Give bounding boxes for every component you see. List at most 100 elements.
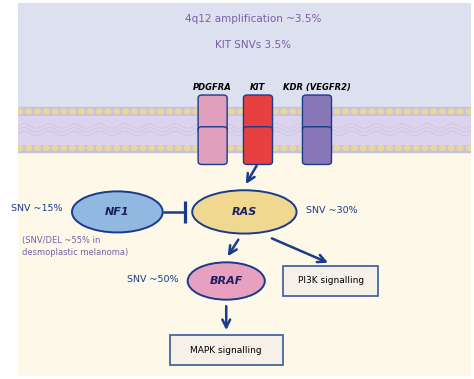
Text: KDR (VEGFR2): KDR (VEGFR2) [283,83,351,92]
Circle shape [70,146,76,150]
Circle shape [466,109,472,114]
Circle shape [96,109,102,114]
Circle shape [255,146,261,150]
Circle shape [325,146,331,150]
Circle shape [448,146,455,150]
Circle shape [334,146,340,150]
Circle shape [308,109,313,114]
FancyBboxPatch shape [302,127,331,164]
Bar [18,144,471,152]
Circle shape [237,146,243,150]
Circle shape [334,109,340,114]
Circle shape [387,109,392,114]
Text: PI3K signalling: PI3K signalling [298,277,364,285]
Circle shape [149,146,155,150]
Circle shape [105,109,111,114]
Circle shape [122,146,128,150]
Circle shape [140,109,146,114]
Circle shape [316,146,322,150]
Circle shape [316,109,322,114]
Text: KIT: KIT [250,83,266,92]
Circle shape [439,146,446,150]
Circle shape [202,109,208,114]
Circle shape [272,109,278,114]
FancyBboxPatch shape [244,127,273,164]
Text: (SNV/DEL ~55% in
desmoplastic melanoma): (SNV/DEL ~55% in desmoplastic melanoma) [22,236,128,257]
Circle shape [290,146,296,150]
Circle shape [299,109,305,114]
Circle shape [140,146,146,150]
Circle shape [422,109,428,114]
Text: MAPK signalling: MAPK signalling [191,346,262,355]
Circle shape [343,146,349,150]
Circle shape [210,109,217,114]
Circle shape [290,109,296,114]
Circle shape [17,146,23,150]
Circle shape [79,146,84,150]
Circle shape [237,109,243,114]
Circle shape [26,109,32,114]
Circle shape [431,109,437,114]
Circle shape [175,109,182,114]
Text: PDGFRA: PDGFRA [193,83,232,92]
Circle shape [149,109,155,114]
Circle shape [439,109,446,114]
Circle shape [35,109,40,114]
Circle shape [96,146,102,150]
Circle shape [43,146,49,150]
Circle shape [369,146,375,150]
Circle shape [158,146,164,150]
Circle shape [404,146,410,150]
Circle shape [219,109,225,114]
Text: SNV ~30%: SNV ~30% [306,205,357,215]
Circle shape [378,109,384,114]
Text: SNV ~50%: SNV ~50% [127,275,179,283]
Circle shape [325,109,331,114]
Circle shape [43,109,49,114]
Circle shape [114,146,119,150]
Circle shape [35,146,40,150]
FancyBboxPatch shape [283,266,378,296]
Circle shape [404,109,410,114]
Circle shape [360,146,366,150]
Circle shape [413,109,419,114]
Circle shape [210,146,217,150]
Text: RAS: RAS [232,207,257,217]
Circle shape [246,146,252,150]
Circle shape [352,146,357,150]
Circle shape [395,146,401,150]
Text: BRAF: BRAF [210,276,243,286]
Circle shape [131,109,137,114]
Circle shape [193,146,199,150]
Text: 4q12 amplification ~3.5%: 4q12 amplification ~3.5% [185,14,322,24]
Circle shape [448,109,455,114]
Circle shape [105,146,111,150]
FancyBboxPatch shape [198,95,227,133]
Text: SNV ~15%: SNV ~15% [11,204,63,213]
Circle shape [87,109,93,114]
Bar [18,3,471,130]
Circle shape [52,109,58,114]
Ellipse shape [192,190,297,233]
Circle shape [457,146,463,150]
Circle shape [264,146,269,150]
Circle shape [378,146,384,150]
Text: KIT SNVs 3.5%: KIT SNVs 3.5% [216,40,292,50]
Circle shape [457,109,463,114]
FancyBboxPatch shape [198,127,227,164]
Circle shape [343,109,349,114]
Circle shape [184,109,190,114]
Circle shape [166,146,173,150]
Bar [18,107,471,116]
Circle shape [122,109,128,114]
Circle shape [228,109,234,114]
Circle shape [79,109,84,114]
Ellipse shape [188,262,265,300]
Circle shape [26,146,32,150]
Circle shape [299,146,305,150]
Circle shape [360,109,366,114]
Circle shape [52,146,58,150]
Circle shape [422,146,428,150]
Circle shape [387,146,392,150]
Circle shape [158,109,164,114]
